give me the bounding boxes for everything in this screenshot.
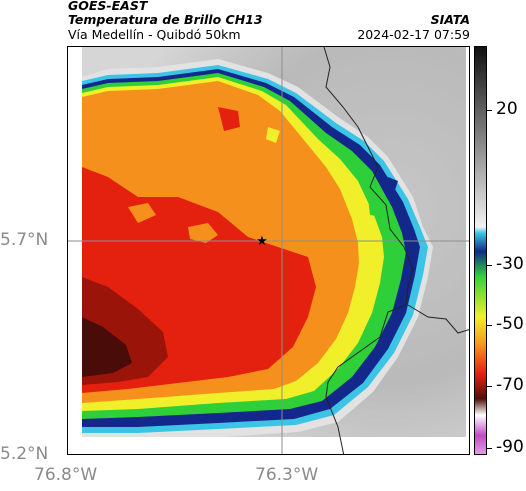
- border-line: [323, 47, 414, 454]
- satellite-name: GOES-EAST: [68, 0, 148, 13]
- lat-label-top: 5.7°N: [0, 230, 49, 250]
- datetime-label: 2024-02-17 07:59: [357, 27, 470, 42]
- lat-label-bottom: 5.2°N: [0, 444, 49, 464]
- colorbar-tick-20: 20: [496, 99, 518, 119]
- colorbar: [474, 46, 487, 455]
- colorbar-tick-minus70: -70: [496, 375, 524, 395]
- colorbar-tick-minus90: -90: [496, 437, 524, 457]
- lon-label-left: 76.8°W: [34, 465, 98, 485]
- location-label: Vía Medellín - Quibdó 50km: [68, 27, 241, 42]
- satellite-map: ★: [67, 46, 470, 455]
- colorbar-tick-minus30: -30: [496, 254, 524, 274]
- star-icon: ★: [256, 234, 268, 249]
- organization-label: SIATA: [430, 12, 470, 27]
- band-black-red: [82, 317, 132, 377]
- lon-label-mid: 76.3°W: [255, 465, 319, 485]
- product-title: Temperatura de Brillo CH13: [68, 12, 263, 27]
- colorbar-tick-minus50: -50: [496, 314, 524, 334]
- map-canvas: ★: [68, 47, 469, 454]
